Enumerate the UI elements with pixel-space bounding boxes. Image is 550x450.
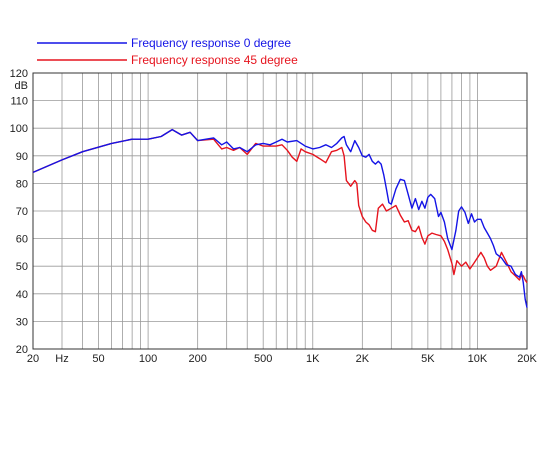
x-tick-label: 10K <box>468 353 488 365</box>
y-tick-label: 30 <box>16 316 28 328</box>
x-tick-label: 20K <box>517 353 537 365</box>
y-tick-label: 90 <box>16 151 28 163</box>
grid <box>33 73 527 349</box>
y-axis-label: dB <box>15 80 28 92</box>
y-tick-label: 70 <box>16 206 28 218</box>
x-tick-label: 100 <box>139 353 157 365</box>
x-unit-label: Hz <box>55 353 68 365</box>
x-tick-label: 20 <box>27 353 39 365</box>
y-tick-label: 20 <box>16 344 28 356</box>
y-tick-labels: 20 30 40 50 60 70 80 90 100 110 120 <box>10 68 28 356</box>
x-tick-labels: 20 50 100 200 500 1K 2K 5K 10K 20K Hz <box>27 353 538 365</box>
y-tick-label: 120 <box>10 68 28 80</box>
legend-label-45-degree: Frequency response 45 degree <box>131 53 298 67</box>
y-tick-label: 110 <box>10 96 28 108</box>
series-lines <box>32 128 528 308</box>
x-tick-label: 2K <box>356 353 370 365</box>
y-tick-label: 40 <box>16 289 28 301</box>
y-tick-label: 50 <box>16 261 28 273</box>
x-tick-label: 500 <box>254 353 272 365</box>
y-tick-label: 100 <box>10 123 28 135</box>
x-tick-label: 1K <box>306 353 320 365</box>
x-tick-label: 200 <box>188 353 206 365</box>
plot-frame <box>32 72 528 350</box>
x-tick-label: 5K <box>421 353 435 365</box>
y-tick-label: 80 <box>16 178 28 190</box>
legend-label-0-degree: Frequency response 0 degree <box>131 36 291 50</box>
x-tick-label: 50 <box>92 353 104 365</box>
series-line-1 <box>32 128 528 284</box>
series-line-0 <box>32 128 528 308</box>
legend: Frequency response 0 degree Frequency re… <box>37 36 298 67</box>
y-tick-label: 60 <box>16 234 28 246</box>
